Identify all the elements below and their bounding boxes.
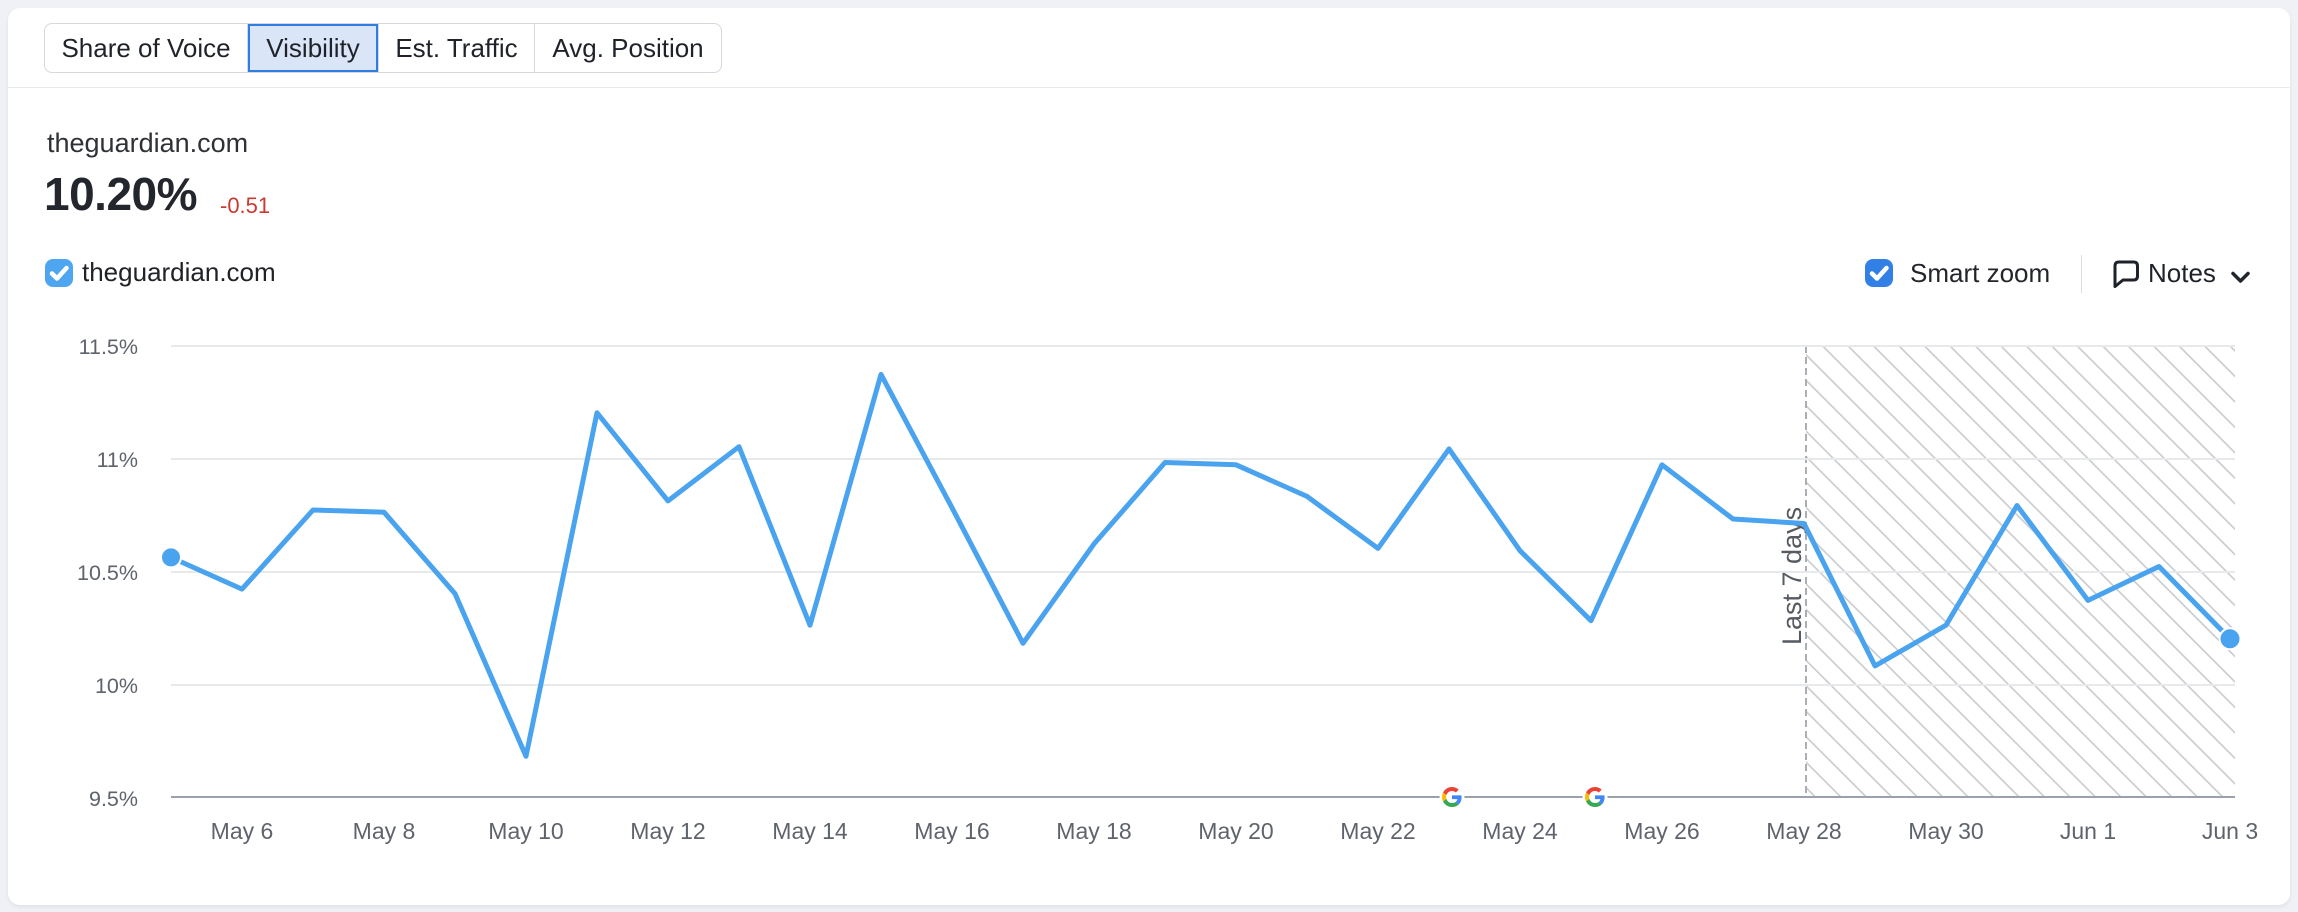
svg-text:May 10: May 10	[488, 818, 563, 844]
svg-text:Jun 3: Jun 3	[2202, 818, 2258, 844]
svg-text:11.5%: 11.5%	[79, 335, 138, 359]
svg-text:May 8: May 8	[353, 818, 416, 844]
svg-text:May 20: May 20	[1198, 818, 1273, 844]
svg-text:May 26: May 26	[1624, 818, 1699, 844]
svg-text:May 28: May 28	[1766, 818, 1841, 844]
svg-text:10.5%: 10.5%	[77, 561, 138, 585]
svg-text:May 14: May 14	[772, 818, 848, 844]
svg-text:10%: 10%	[95, 674, 138, 698]
svg-text:May 6: May 6	[211, 818, 274, 844]
svg-text:9.5%: 9.5%	[89, 787, 138, 811]
svg-text:Jun 1: Jun 1	[2060, 818, 2116, 844]
svg-text:May 12: May 12	[630, 818, 705, 844]
svg-text:May 18: May 18	[1056, 818, 1131, 844]
svg-text:May 30: May 30	[1908, 818, 1983, 844]
svg-text:Last 7 days: Last 7 days	[1777, 507, 1807, 645]
svg-text:May 24: May 24	[1482, 818, 1558, 844]
svg-text:May 22: May 22	[1340, 818, 1415, 844]
svg-text:May 16: May 16	[914, 818, 989, 844]
svg-text:11%: 11%	[97, 448, 138, 472]
